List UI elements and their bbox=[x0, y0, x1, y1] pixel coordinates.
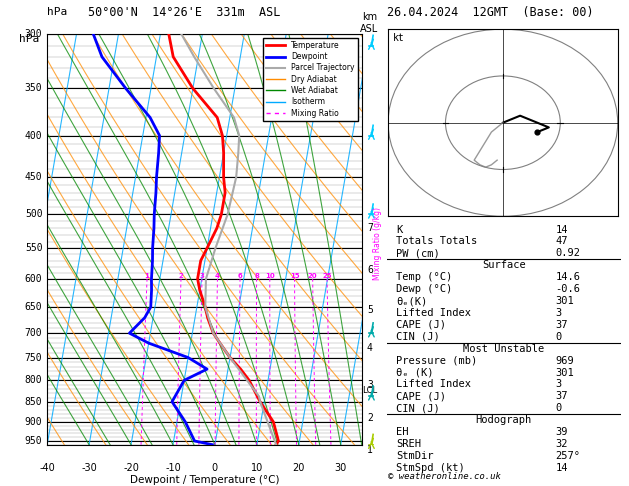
Text: 500: 500 bbox=[25, 209, 43, 219]
Text: 2: 2 bbox=[367, 413, 373, 423]
Text: Dewp (°C): Dewp (°C) bbox=[396, 284, 452, 294]
Text: StmDir: StmDir bbox=[396, 451, 433, 461]
Text: 4: 4 bbox=[215, 273, 220, 279]
Text: SREH: SREH bbox=[396, 439, 421, 449]
Text: 4: 4 bbox=[367, 343, 373, 353]
Text: Lifted Index: Lifted Index bbox=[396, 380, 471, 389]
Text: 7: 7 bbox=[367, 223, 373, 233]
Text: θₑ (K): θₑ (K) bbox=[396, 367, 433, 378]
Text: 0: 0 bbox=[212, 463, 218, 473]
Text: 8: 8 bbox=[254, 273, 259, 279]
Text: 30: 30 bbox=[335, 463, 347, 473]
Text: 301: 301 bbox=[555, 296, 574, 306]
Text: 5: 5 bbox=[367, 305, 373, 315]
Text: θₑ(K): θₑ(K) bbox=[396, 296, 428, 306]
Text: Pressure (mb): Pressure (mb) bbox=[396, 356, 477, 365]
Text: 257°: 257° bbox=[555, 451, 581, 461]
Text: 3: 3 bbox=[199, 273, 204, 279]
Text: -30: -30 bbox=[81, 463, 97, 473]
Text: 3: 3 bbox=[555, 380, 562, 389]
Text: kt: kt bbox=[392, 33, 404, 43]
Text: 400: 400 bbox=[25, 131, 43, 140]
Point bbox=[532, 128, 542, 136]
Text: ASL: ASL bbox=[360, 24, 379, 34]
Legend: Temperature, Dewpoint, Parcel Trajectory, Dry Adiabat, Wet Adiabat, Isotherm, Mi: Temperature, Dewpoint, Parcel Trajectory… bbox=[263, 38, 358, 121]
Text: 3: 3 bbox=[367, 380, 373, 390]
Text: 10: 10 bbox=[265, 273, 275, 279]
Text: -10: -10 bbox=[165, 463, 181, 473]
Text: 300: 300 bbox=[25, 29, 43, 39]
Text: 969: 969 bbox=[555, 356, 574, 365]
Text: 650: 650 bbox=[25, 302, 43, 312]
Text: Mixing Ratio (g/kg): Mixing Ratio (g/kg) bbox=[373, 207, 382, 279]
Text: 3: 3 bbox=[555, 308, 562, 318]
Text: 1: 1 bbox=[145, 273, 150, 279]
Text: LCL: LCL bbox=[362, 385, 377, 395]
Text: -0.6: -0.6 bbox=[555, 284, 581, 294]
Text: Hodograph: Hodograph bbox=[476, 415, 532, 425]
Text: hPa: hPa bbox=[19, 34, 39, 44]
Text: CAPE (J): CAPE (J) bbox=[396, 320, 446, 330]
Text: 1: 1 bbox=[367, 445, 373, 455]
Text: 850: 850 bbox=[25, 397, 43, 407]
Text: 2: 2 bbox=[179, 273, 184, 279]
Text: 900: 900 bbox=[25, 417, 43, 427]
Text: 47: 47 bbox=[555, 236, 568, 246]
Text: 950: 950 bbox=[25, 436, 43, 446]
Text: 37: 37 bbox=[555, 320, 568, 330]
Text: 50°00'N  14°26'E  331m  ASL: 50°00'N 14°26'E 331m ASL bbox=[88, 6, 281, 18]
Text: 700: 700 bbox=[25, 328, 43, 338]
Text: K: K bbox=[396, 225, 403, 235]
Text: 0: 0 bbox=[555, 403, 562, 413]
Text: 6: 6 bbox=[367, 265, 373, 275]
Text: 14.6: 14.6 bbox=[555, 272, 581, 282]
Text: Most Unstable: Most Unstable bbox=[463, 344, 545, 354]
Text: 15: 15 bbox=[290, 273, 299, 279]
Text: 14: 14 bbox=[555, 225, 568, 235]
Text: 20: 20 bbox=[308, 273, 318, 279]
Text: 14: 14 bbox=[555, 463, 568, 473]
Text: 32: 32 bbox=[555, 439, 568, 449]
Text: -20: -20 bbox=[123, 463, 139, 473]
Text: CAPE (J): CAPE (J) bbox=[396, 391, 446, 401]
Text: 0: 0 bbox=[555, 332, 562, 342]
Text: Temp (°C): Temp (°C) bbox=[396, 272, 452, 282]
Text: 350: 350 bbox=[25, 84, 43, 93]
Text: EH: EH bbox=[396, 427, 409, 437]
Text: Totals Totals: Totals Totals bbox=[396, 236, 477, 246]
Text: 750: 750 bbox=[25, 352, 43, 363]
Text: 600: 600 bbox=[25, 274, 43, 284]
Text: 6: 6 bbox=[238, 273, 242, 279]
Text: 301: 301 bbox=[555, 367, 574, 378]
Text: 450: 450 bbox=[25, 172, 43, 182]
Text: StmSpd (kt): StmSpd (kt) bbox=[396, 463, 465, 473]
Text: © weatheronline.co.uk: © weatheronline.co.uk bbox=[388, 472, 501, 481]
Text: 0.92: 0.92 bbox=[555, 248, 581, 259]
Text: 39: 39 bbox=[555, 427, 568, 437]
Text: 800: 800 bbox=[25, 375, 43, 385]
Text: Surface: Surface bbox=[482, 260, 526, 270]
Text: 26.04.2024  12GMT  (Base: 00): 26.04.2024 12GMT (Base: 00) bbox=[387, 6, 593, 18]
Text: hPa: hPa bbox=[47, 7, 67, 17]
Text: 550: 550 bbox=[25, 243, 43, 253]
Text: PW (cm): PW (cm) bbox=[396, 248, 440, 259]
Text: 37: 37 bbox=[555, 391, 568, 401]
Text: Lifted Index: Lifted Index bbox=[396, 308, 471, 318]
Text: 25: 25 bbox=[322, 273, 331, 279]
Text: km: km bbox=[362, 12, 377, 22]
Text: -40: -40 bbox=[39, 463, 55, 473]
Text: CIN (J): CIN (J) bbox=[396, 332, 440, 342]
Text: 10: 10 bbox=[251, 463, 263, 473]
Text: CIN (J): CIN (J) bbox=[396, 403, 440, 413]
Text: Dewpoint / Temperature (°C): Dewpoint / Temperature (°C) bbox=[130, 475, 279, 486]
Text: 20: 20 bbox=[292, 463, 305, 473]
